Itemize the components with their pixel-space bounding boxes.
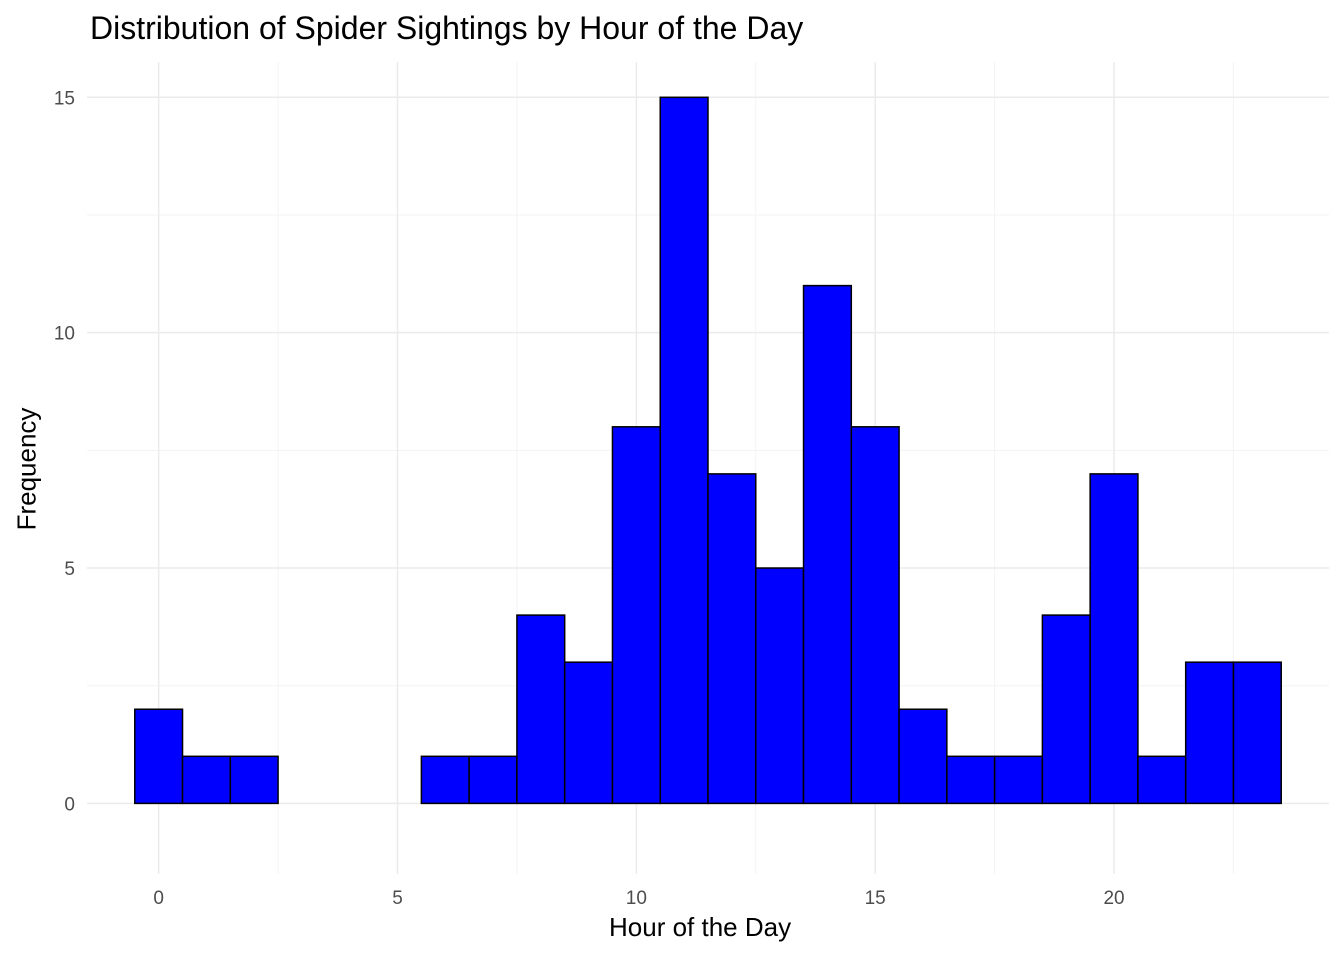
y-tick-label: 15 <box>54 88 75 109</box>
x-tick-label: 20 <box>1103 888 1124 909</box>
histogram-bar <box>468 755 518 805</box>
y-tick-label: 0 <box>64 794 75 815</box>
histogram-bar <box>850 426 900 805</box>
histogram-bar <box>229 755 279 805</box>
histogram-bar <box>134 708 184 805</box>
histogram-bar <box>898 708 948 805</box>
histogram-bar <box>659 96 709 805</box>
histogram-bar <box>802 284 853 805</box>
histogram-bars <box>134 96 1282 805</box>
x-tick-label: 10 <box>626 888 647 909</box>
x-tick-label: 5 <box>392 888 403 909</box>
y-axis-title: Frequency <box>11 407 42 531</box>
histogram-bar <box>1184 661 1235 805</box>
histogram-bar <box>755 567 805 805</box>
histogram-bar <box>1137 755 1187 805</box>
histogram-bar <box>993 755 1044 805</box>
y-tick-label: 5 <box>64 559 75 580</box>
x-axis-title: Hour of the Day <box>609 912 792 942</box>
histogram-bar <box>1041 614 1091 805</box>
x-tick-label: 15 <box>865 888 886 909</box>
x-tick-label: 0 <box>153 888 164 909</box>
tick-labels: 0 5 10 15 20 0 5 10 15 <box>54 88 1125 909</box>
y-tick-label: 10 <box>54 324 75 345</box>
histogram-bar <box>563 661 614 805</box>
histogram-bar <box>1232 661 1282 805</box>
histogram-bar <box>420 755 470 805</box>
histogram-bar <box>611 426 661 805</box>
histogram-bar <box>181 755 232 805</box>
chart-title: Distribution of Spider Sightings by Hour… <box>90 10 804 46</box>
histogram-bar <box>946 755 996 805</box>
histogram-bar <box>516 614 566 805</box>
histogram-bar <box>707 473 757 805</box>
histogram-bar <box>1089 473 1139 805</box>
